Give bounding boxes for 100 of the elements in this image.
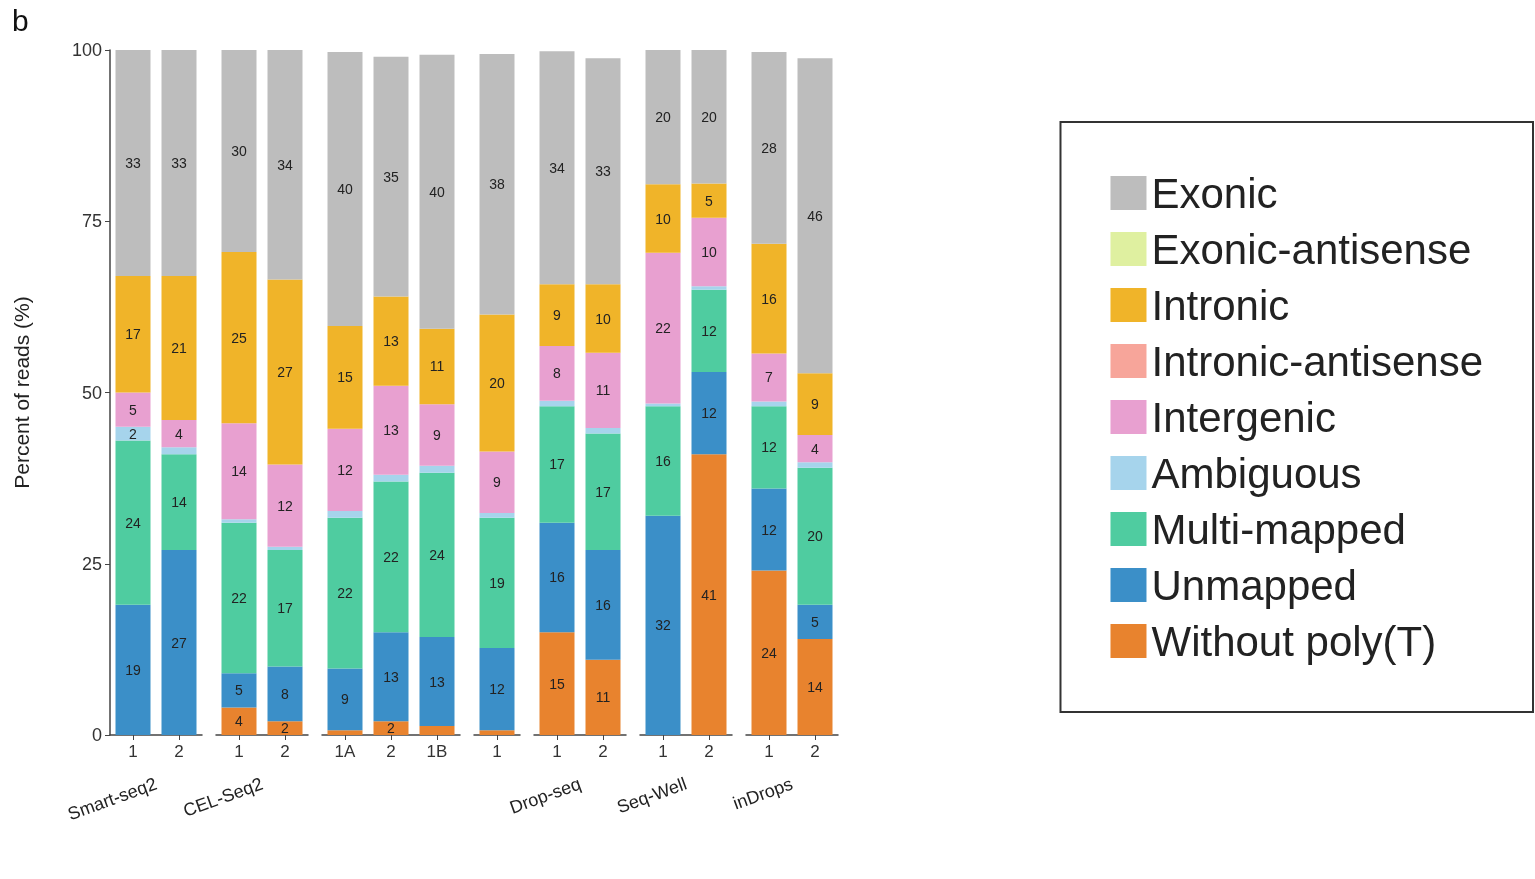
bar [691,454,727,735]
bar [751,353,787,402]
bar [691,286,727,290]
bar [797,467,833,605]
bar [797,462,833,468]
data-label: 13 [383,668,399,685]
bar [221,519,257,523]
data-label: 41 [701,586,717,603]
data-label: 14 [171,494,187,511]
bar [751,406,787,489]
data-label: 2 [281,720,290,737]
data-label: 13 [383,333,399,350]
bar [373,481,409,633]
bar [267,721,303,735]
x-tick-label: 2 [598,742,608,761]
y-tick-label: 50 [81,382,102,403]
data-label: 24 [429,546,445,563]
data-label: 22 [655,320,671,337]
bar [373,721,409,735]
data-label: 16 [595,596,611,613]
bar [267,279,303,465]
bar [751,401,787,407]
bar [327,326,363,429]
bar [797,604,833,640]
bar [479,730,515,735]
x-tick-label: 2 [174,742,184,761]
bar [327,511,363,518]
data-label: 9 [553,307,562,324]
bar [585,428,621,434]
data-label: 19 [125,661,141,678]
data-label: 17 [277,600,293,617]
bar [585,433,621,551]
bar [691,50,727,184]
data-label: 16 [761,290,777,307]
bar [691,183,727,218]
data-label: 34 [549,159,565,176]
x-tick-label: 2 [280,742,290,761]
bar [645,406,681,516]
data-label: 28 [761,139,777,156]
x-tick-label: 1 [234,742,244,761]
bar [327,517,363,669]
bar [479,54,515,315]
data-label: 13 [383,422,399,439]
bar [479,314,515,452]
data-label: 10 [701,244,717,261]
bar [797,639,833,735]
bar [585,284,621,353]
data-label: 8 [553,365,562,382]
bar [539,632,575,735]
bar [373,296,409,386]
bar [419,637,455,727]
data-label: 5 [129,401,138,418]
y-tick-label: 100 [71,40,102,60]
bar [585,58,621,285]
x-tick-label: 2 [386,742,396,761]
bar [373,56,409,297]
data-label: 17 [549,456,565,473]
legend-label: Unmapped [1151,561,1357,609]
data-label: 12 [761,521,777,538]
y-axis-title: Percent of reads (%) [10,296,33,489]
bar [161,419,197,448]
bar [267,464,303,547]
bar [479,451,515,514]
legend-label: Exonic [1151,169,1278,217]
bar [539,51,575,285]
bar [161,276,197,420]
bar [373,632,409,722]
bar [115,50,151,277]
bar [585,550,621,660]
bar [327,52,363,327]
data-label: 14 [231,463,247,480]
data-label: 17 [125,326,141,343]
bar [221,252,257,424]
bar [539,345,575,401]
data-label: 38 [489,176,505,193]
data-label: 10 [595,310,611,327]
x-tick-label: 1 [658,742,668,761]
y-tick-label: 75 [81,211,102,232]
data-label: 9 [433,426,442,443]
data-label: 35 [383,168,399,185]
legend-label: Ambiguous [1151,449,1362,497]
data-label: 4 [811,440,820,457]
bar [751,570,787,735]
data-label: 16 [549,569,565,586]
legend-label: Without poly(T) [1151,617,1437,665]
data-label: 40 [429,183,445,200]
legend-label: Intronic-antisense [1151,337,1484,385]
bar [267,550,303,667]
data-label: 20 [701,108,717,125]
bar [539,522,575,633]
bar [419,465,455,473]
bar [327,428,363,512]
data-label: 16 [655,453,671,469]
bar [373,474,409,482]
data-label: 24 [125,514,141,531]
data-label: 12 [701,322,717,339]
bar [479,648,515,731]
legend-label: Intronic [1151,281,1290,329]
bar [373,385,409,475]
x-tick-label: 2 [810,742,820,761]
